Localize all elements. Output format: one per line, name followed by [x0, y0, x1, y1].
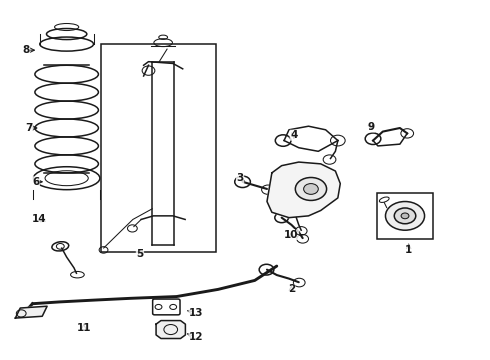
Text: 12: 12 [189, 332, 203, 342]
Text: 14: 14 [31, 214, 46, 224]
Circle shape [386, 202, 424, 230]
Polygon shape [15, 306, 47, 318]
Text: 9: 9 [368, 122, 375, 132]
Text: 3: 3 [237, 173, 244, 183]
Text: 2: 2 [288, 284, 295, 294]
Text: 10: 10 [284, 230, 299, 239]
Circle shape [295, 177, 327, 201]
Bar [377, 193, 433, 239]
Text: 7: 7 [25, 123, 33, 133]
Circle shape [401, 213, 409, 219]
Polygon shape [267, 162, 340, 218]
Text: 4: 4 [290, 130, 297, 140]
Text: 5: 5 [136, 248, 144, 258]
Bar [101, 44, 216, 252]
Text: 8: 8 [23, 45, 30, 55]
Circle shape [394, 208, 416, 224]
Text: 1: 1 [405, 245, 412, 255]
Polygon shape [156, 320, 185, 338]
Text: 6: 6 [32, 177, 40, 187]
Text: 13: 13 [189, 308, 203, 318]
Text: 11: 11 [76, 323, 91, 333]
Circle shape [304, 184, 318, 194]
